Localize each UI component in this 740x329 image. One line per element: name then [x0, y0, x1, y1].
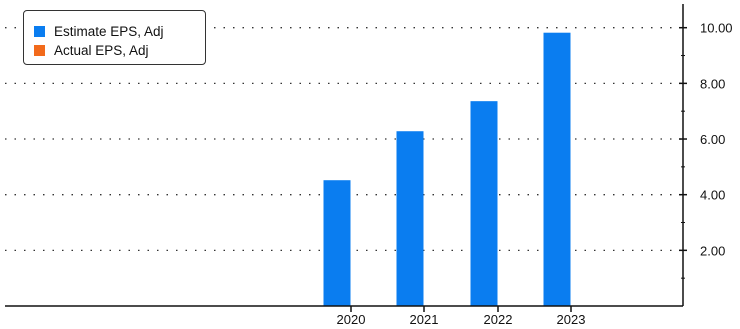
y-tick-label: 10.00	[700, 21, 733, 36]
legend: Estimate EPS, Adj Actual EPS, Adj	[23, 10, 206, 65]
y-tick-label: 4.00	[700, 188, 725, 203]
x-tick-label: 2023	[557, 312, 586, 327]
legend-swatch-estimate	[34, 25, 45, 37]
legend-label-actual: Actual EPS, Adj	[54, 42, 149, 58]
y-tick-label: 8.00	[700, 76, 725, 91]
legend-item-estimate: Estimate EPS, Adj	[34, 23, 164, 39]
legend-item-actual: Actual EPS, Adj	[34, 42, 149, 58]
bar-estimate-2022	[470, 101, 498, 306]
x-tick-label: 2020	[337, 312, 366, 327]
legend-swatch-actual	[34, 44, 45, 56]
bar-estimate-2020	[323, 180, 351, 306]
axes	[5, 4, 684, 307]
legend-label-estimate: Estimate EPS, Adj	[54, 23, 164, 39]
y-axis-ticks: 2.00 4.00 6.00 8.00 10.00	[679, 21, 733, 279]
x-tick-label: 2021	[410, 312, 439, 327]
y-tick-label: 6.00	[700, 132, 725, 147]
x-tick-label: 2022	[484, 312, 513, 327]
bars	[323, 32, 571, 306]
x-axis-ticks: 2020 2021 2022 2023	[337, 306, 586, 327]
y-tick-label: 2.00	[700, 243, 725, 258]
bar-estimate-2023	[543, 32, 571, 306]
bar-estimate-2021	[396, 131, 424, 306]
